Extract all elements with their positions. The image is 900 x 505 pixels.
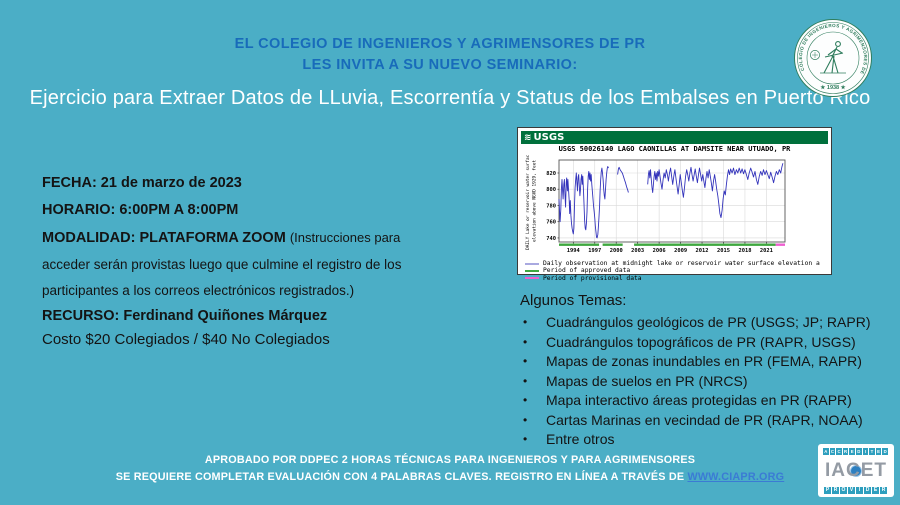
letter-box: D [856,448,862,455]
svg-text:1994: 1994 [567,248,580,254]
svg-text:2021: 2021 [760,248,773,254]
fecha-line: FECHA: 21 de marzo de 2023 [42,175,242,191]
letter-box: I [856,486,863,494]
letter-box: D [864,486,871,494]
list-item: • Mapa interactivo áreas protegidas en PR… [520,391,895,411]
bullet-icon: • [523,412,528,427]
header-line1: EL COLEGIO DE INGENIEROS Y AGRIMENSORES … [234,36,646,52]
letter-box: A [823,448,829,455]
usgs-plot: 1994 1997 2000 2003 2006 2009 2012 2015 2018 2021… [525,152,786,254]
letter-box: R [880,486,887,494]
seal-surveyor-icon [810,41,846,74]
letter-box: E [849,448,855,455]
svg-text:2000: 2000 [610,248,623,254]
modalidad-note-text: (Instrucciones para [289,230,401,245]
svg-text:2009: 2009 [674,248,687,254]
letter-box: E [875,448,882,455]
svg-text:2018: 2018 [738,248,751,254]
legend-daily-label: Daily observation at midnight lake or re… [543,260,820,267]
topics-list: • Cuadrángulos geológicos de PR (USGS; JP… [520,313,895,450]
letter-box: C [836,448,842,455]
horario-line: HORARIO: 6:00PM A 8:00PM [42,202,239,218]
bullet-icon: • [523,334,528,349]
svg-text:760: 760 [546,220,556,226]
chart-title: USGS 50026140 LAGO CAONILLAS AT DAMSITE … [558,145,791,153]
modalidad-bold-text: MODALIDAD: PLATAFORMA ZOOM [42,230,290,246]
svg-text:740: 740 [546,236,556,242]
bullet-icon: • [523,432,528,446]
svg-text:800: 800 [546,187,556,193]
bullet-icon: • [523,373,528,388]
letter-box: R [842,448,849,455]
iacet-name: IACET [825,460,887,481]
letter-box: C [829,448,836,455]
seal-outer-circle [794,19,872,97]
daily-line-icon [525,262,539,265]
footer-approval: APROBADO POR DDPEC 2 HORAS TÉCNICAS PARA… [0,452,900,486]
chart-legend: Daily observation at midnight lake or re… [521,260,828,282]
list-item: • Cuadrángulos geológicos de PR (USGS; JP… [520,313,895,333]
svg-text:2003: 2003 [631,248,644,254]
header-invitation: EL COLEGIO DE INGENIEROS Y AGRIMENSORES … [0,34,880,76]
usgs-logo-text: USGS [533,132,565,143]
svg-text:DAILY Lake or reservoir water: DAILY Lake or reservoir water surface [525,155,531,250]
legend-provisional-label: Period of provisional data [543,274,642,282]
letter-box: O [840,486,847,494]
header-line2: LES INVITA A SU NUEVO SEMINARIO: [302,57,578,73]
seminar-title: Ejercicio para Extraer Datos de LLuvia, … [29,87,871,109]
letter-box: E [872,486,879,494]
bullet-icon: • [523,393,528,407]
svg-text:2015: 2015 [717,248,730,254]
list-item: • Cuadrángulos topográficos de PR (RAPR, … [520,333,895,353]
seal-year-text: ★ 1938 ★ [820,84,846,91]
svg-text:780: 780 [546,203,556,209]
list-item: • Mapas de suelos en PR (NRCS) [520,372,895,392]
modalidad-line: MODALIDAD: PLATAFORMA ZOOM (Instruccione… [42,224,492,252]
usgs-wave-icon: ≋ [524,132,532,143]
svg-text:2006: 2006 [653,248,666,254]
footer-line2-text: SE REQUIERE COMPLETAR EVALUACIÓN CON 4 P… [115,471,688,483]
svg-text:2012: 2012 [696,248,709,254]
ciapr-link[interactable]: WWW.CIAPR.ORG [687,471,785,483]
globe-icon [850,464,862,477]
bullet-icon: • [523,315,528,329]
footer-line1: APROBADO POR DDPEC 2 HORAS TÉCNICAS PARA… [204,454,696,466]
costo-line: Costo $20 Colegiados / $40 No Colegiados [42,331,330,348]
svg-text:820: 820 [546,171,556,177]
svg-text:1997: 1997 [588,248,601,254]
usgs-chart-panel: ≋ USGS USGS 50026140 LAGO CAONILLAS AT D… [517,127,832,282]
letter-box: R [832,486,839,494]
letter-box: P [824,486,831,494]
ciapr-seal-logo: COLEGIO DE INGENIEROS Y AGRIMENSORES DE … [791,15,872,97]
approved-line-icon [525,269,539,272]
provisional-line-icon [525,277,539,280]
legend-approved-label: Period of approved data [543,267,631,275]
svg-text:elevation above NGVD 1929, fee: elevation above NGVD 1929, feet [532,160,538,242]
topics-heading: Algunos Temas: [520,292,627,309]
seminar-details: FECHA: 21 de marzo de 2023 HORARIO: 6:00… [42,170,492,351]
recurso-line: RECURSO: Ferdinand Quiñones Márquez [42,308,328,324]
list-item: • Mapas de zonas inundables en PR (FEMA, … [520,352,895,372]
letter-box: I [862,448,869,455]
note-line2: acceder serán provistas luego que culmin… [42,257,402,272]
note-line3: participantes a los correos electrónicos… [42,283,355,298]
letter-box: D [882,448,888,455]
letter-box: T [869,448,875,455]
letter-box: V [848,486,855,494]
bullet-icon: • [523,354,528,368]
legend-row-approved: Period of approved data [521,267,828,274]
legend-row-daily: Daily observation at midnight lake or re… [521,260,828,267]
list-item: • Entre otros [520,430,895,450]
legend-row-provisional: Period of provisional data [521,275,828,282]
topics-section: Algunos Temas: • Cuadrángulos geológicos … [520,290,895,450]
footer-line2: SE REQUIERE COMPLETAR EVALUACIÓN CON 4 P… [0,469,900,486]
list-item: • Cartas Marinas en vecindad de PR (RAPR,… [520,411,895,431]
usgs-banner: ≋ USGS [521,131,828,144]
